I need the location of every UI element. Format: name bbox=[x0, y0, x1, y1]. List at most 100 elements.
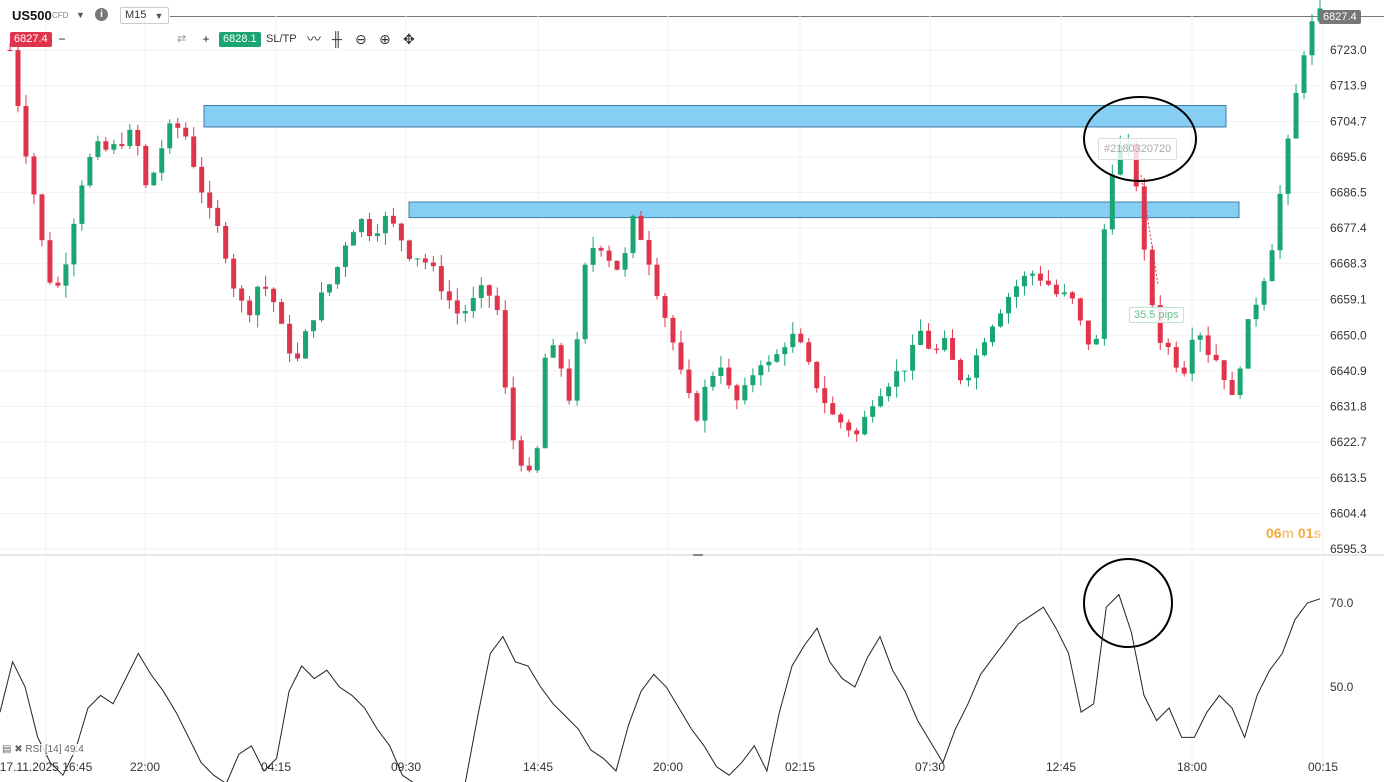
chevron-down-icon[interactable]: ▼ bbox=[76, 10, 85, 20]
candle bbox=[1149, 244, 1155, 316]
candle bbox=[1021, 271, 1027, 296]
indicator-icon[interactable]: 〰 bbox=[307, 31, 321, 47]
candle bbox=[558, 342, 564, 377]
sltp-button[interactable]: SL/TP bbox=[266, 33, 297, 45]
candle-body bbox=[1253, 304, 1259, 320]
candle bbox=[414, 258, 420, 267]
candle bbox=[702, 379, 708, 433]
candle bbox=[271, 287, 277, 313]
candle-body bbox=[997, 313, 1003, 327]
pips-label: 35.5 pips bbox=[1129, 307, 1184, 323]
candle-body bbox=[199, 166, 205, 193]
candle-body bbox=[430, 262, 436, 267]
support-resistance-zones[interactable] bbox=[203, 104, 1240, 219]
candle-body bbox=[830, 403, 836, 415]
trade-dotted-line bbox=[1140, 174, 1159, 286]
candle bbox=[862, 410, 868, 436]
candle-body bbox=[247, 300, 253, 316]
increase-button[interactable]: + bbox=[202, 32, 210, 46]
zoom-out-icon[interactable]: ⊖ bbox=[355, 31, 367, 47]
price-tick-label: 6622.7 bbox=[1330, 435, 1367, 449]
candle bbox=[758, 360, 764, 386]
candle-body bbox=[1045, 280, 1051, 285]
candle bbox=[1093, 334, 1099, 345]
candle-body bbox=[287, 323, 293, 354]
rsi-line bbox=[0, 593, 1321, 782]
candle bbox=[39, 193, 45, 247]
candle-body bbox=[878, 396, 884, 407]
candle-type-icon[interactable]: ╫ bbox=[332, 31, 342, 47]
candle bbox=[934, 344, 940, 354]
price-tick-label: 6723.0 bbox=[1330, 43, 1367, 57]
candle bbox=[886, 382, 892, 402]
candle bbox=[1053, 279, 1059, 298]
quantity-stepper[interactable]: − ⇄ + bbox=[55, 32, 215, 47]
candle bbox=[566, 359, 572, 405]
candle bbox=[151, 171, 157, 186]
buy-button[interactable]: 6828.1 bbox=[219, 32, 261, 47]
candle bbox=[590, 236, 596, 272]
candle-body bbox=[766, 361, 772, 366]
candle-body bbox=[590, 247, 596, 265]
timeframe-select[interactable]: M15 ▼ bbox=[120, 7, 170, 24]
candle bbox=[958, 358, 964, 385]
candle bbox=[167, 119, 173, 154]
candles bbox=[7, 0, 1323, 473]
candle-body bbox=[470, 297, 476, 312]
candle-body bbox=[1261, 281, 1267, 305]
time-axis[interactable]: 17.11.2025 16:45 22:00 04:15 09:30 14:45 20:0… bbox=[0, 760, 1338, 774]
candle-body bbox=[1157, 305, 1163, 343]
candle-body bbox=[790, 333, 796, 348]
candle bbox=[23, 95, 29, 164]
candle bbox=[894, 359, 900, 398]
candle bbox=[774, 349, 780, 363]
candle bbox=[1205, 326, 1211, 363]
time-tick-label: 04:15 bbox=[261, 760, 291, 774]
rsi-indicator-label[interactable]: ▤ ✖ RSI [14] 49.4 bbox=[2, 744, 84, 755]
order-ticket-label[interactable]: #2180320720 bbox=[1098, 138, 1178, 160]
swap-icon[interactable]: ⇄ bbox=[177, 33, 187, 45]
candle bbox=[175, 117, 181, 139]
candle-body bbox=[1213, 354, 1219, 361]
candle-body bbox=[502, 310, 508, 388]
info-icon[interactable]: i bbox=[95, 8, 108, 21]
candle bbox=[374, 223, 380, 242]
candle bbox=[1173, 341, 1179, 373]
crosshair-icon[interactable]: ✥ bbox=[403, 31, 415, 47]
candle-body bbox=[526, 465, 532, 471]
candle bbox=[255, 285, 261, 328]
sell-button[interactable]: 6827.4 bbox=[10, 32, 52, 47]
candle bbox=[47, 231, 53, 285]
candle bbox=[742, 377, 748, 405]
price-tick-label: 6650.0 bbox=[1330, 328, 1367, 342]
candle bbox=[1269, 244, 1275, 282]
price-tick-label: 6659.1 bbox=[1330, 293, 1367, 307]
candle bbox=[1029, 270, 1035, 286]
candle-body bbox=[255, 286, 261, 316]
candle-body bbox=[854, 430, 860, 435]
candle-body bbox=[342, 245, 348, 268]
candle-body bbox=[358, 218, 364, 233]
candle bbox=[822, 375, 828, 414]
time-tick-label: 20:00 bbox=[653, 760, 683, 774]
candle bbox=[446, 280, 452, 309]
candle bbox=[878, 388, 884, 408]
candle bbox=[830, 396, 836, 416]
candle bbox=[846, 419, 852, 437]
decrease-button[interactable]: − bbox=[58, 32, 66, 46]
candle bbox=[766, 355, 772, 372]
annotations bbox=[1083, 96, 1197, 648]
candle bbox=[750, 368, 756, 393]
time-tick-label: 00:15 bbox=[1308, 760, 1338, 774]
symbol-name[interactable]: US500 bbox=[12, 8, 52, 23]
zoom-in-icon[interactable]: ⊕ bbox=[379, 31, 391, 47]
candle-body bbox=[870, 406, 876, 417]
time-tick-label: 07:30 bbox=[915, 760, 945, 774]
candle-body bbox=[678, 342, 684, 370]
candle bbox=[1061, 283, 1067, 297]
candle-body bbox=[231, 258, 237, 289]
price-axis[interactable]: 6723.0 6713.9 6704.7 6695.6 6686.5 6677.4 6668… bbox=[1330, 43, 1367, 694]
candle-body bbox=[327, 284, 333, 293]
candle-body bbox=[390, 215, 396, 224]
